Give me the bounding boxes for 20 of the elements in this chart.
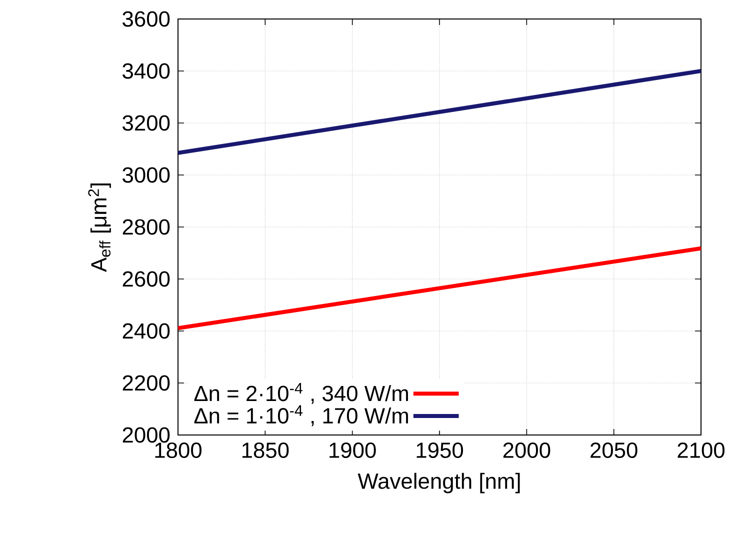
y-axis-title: A$_{eff}$ [μm$^{2}$] [88,184,111,272]
y-tick-label: 2600 [122,271,170,287]
y-tick-label: 2200 [122,375,170,391]
x-axis-title: Wavelength [nm] [358,472,520,494]
y-tick-label: 3600 [122,11,170,27]
y-tick-label: 3000 [122,167,170,183]
y-tick-label: 2800 [122,219,170,235]
y-tick-label: 3400 [122,63,170,79]
x-tick-label: 1850 [242,442,289,458]
x-tick-label: 2100 [678,442,725,458]
legend-label: Δn = 1·10$^{-4}$ , 170 W/m [194,405,408,426]
y-tick-label: 2400 [122,323,170,339]
x-tick-label: 1800 [155,442,202,458]
x-tick-label: 1900 [330,442,376,458]
y-tick-label: 3200 [122,115,170,131]
x-tick-label: 1950 [416,442,464,458]
x-tick-label: 2050 [590,442,638,458]
x-tick-label: 2000 [503,442,550,458]
legend-label: Δn = 2·10$^{-4}$ , 340 W/m [194,382,408,404]
y-tick-label: 2000 [122,427,170,443]
